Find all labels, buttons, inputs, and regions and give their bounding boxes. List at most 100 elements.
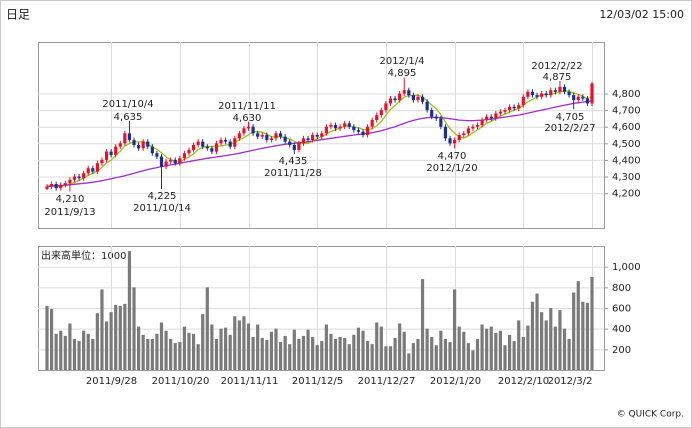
bar (283, 335, 287, 370)
candle-body (242, 128, 246, 134)
bar (540, 312, 544, 370)
candle-body (237, 133, 241, 139)
bar (45, 305, 49, 370)
bar (315, 345, 319, 370)
bar (146, 339, 150, 370)
bar (95, 313, 99, 370)
moving-average (46, 100, 593, 188)
candle-body (567, 91, 571, 96)
bar (219, 328, 223, 370)
candle-body (356, 130, 361, 132)
bar (150, 339, 154, 370)
candle-body (471, 126, 475, 129)
candle-body (585, 98, 590, 104)
bar (311, 336, 315, 370)
candle-body (480, 120, 484, 126)
bar (155, 333, 159, 370)
candle-body (246, 126, 251, 129)
bar (343, 337, 347, 370)
candle-body (311, 135, 315, 140)
candle-body (68, 179, 72, 184)
annotation-date: 2012/2/22 (531, 61, 582, 72)
bar (384, 346, 388, 370)
candle-body (49, 183, 54, 187)
candle-body (462, 133, 466, 135)
y-tick-label: 4,200 (612, 189, 641, 200)
bar (503, 345, 507, 370)
annotation-price: 4,705 (556, 112, 585, 123)
bar (420, 279, 425, 370)
y-tick-label: 4,500 (612, 139, 641, 150)
candle-body (338, 126, 342, 129)
candle-body (219, 139, 223, 144)
x-tick-label: 2012/1/20 (430, 376, 481, 387)
candle-body (498, 111, 503, 114)
bar (54, 333, 58, 370)
candle-body (146, 141, 150, 147)
candle-body (265, 135, 269, 140)
candle-body (233, 138, 237, 147)
candle-body (269, 138, 274, 140)
bar (489, 326, 493, 370)
bar (196, 344, 200, 370)
bar (187, 332, 191, 370)
candle-body (540, 93, 544, 97)
candle-body (315, 135, 319, 137)
candle-body (430, 110, 434, 117)
bar (352, 334, 356, 370)
y-tick-label: 600 (612, 304, 631, 315)
candle-body (63, 183, 67, 185)
candle-body (572, 95, 576, 101)
candle-body (301, 138, 306, 144)
bar (494, 332, 498, 370)
bar (411, 343, 415, 370)
candle-body (132, 139, 136, 145)
bar (549, 308, 553, 370)
annotation-price: 4,435 (279, 156, 308, 167)
x-tick-label: 2011/12/27 (358, 376, 416, 387)
candle-body (114, 146, 118, 155)
candle-body (182, 153, 186, 159)
bar (338, 336, 342, 370)
bar (72, 339, 77, 370)
candle-body (278, 133, 283, 137)
bar (475, 339, 480, 370)
annotation-price: 4,630 (233, 113, 262, 124)
bar (118, 305, 122, 370)
bar (425, 328, 429, 370)
bar (320, 341, 324, 370)
annotation-date: 2011/9/13 (44, 207, 95, 218)
bar (398, 323, 402, 370)
annotation-price: 4,470 (438, 151, 467, 162)
candle-body (127, 133, 132, 140)
bar (393, 337, 397, 370)
bar (205, 287, 209, 370)
candle-body (260, 135, 264, 137)
bar (324, 324, 328, 370)
candle-body (370, 120, 374, 127)
bar (104, 321, 109, 370)
bar (480, 324, 484, 370)
candle-body (453, 139, 457, 144)
candle-body (361, 131, 365, 135)
x-tick-label: 2012/2/10 (498, 376, 549, 387)
annotation-date: 2011/11/11 (218, 101, 276, 112)
bar (485, 328, 489, 370)
candle-body (549, 90, 553, 96)
candle-body (82, 173, 86, 179)
candle-body (191, 144, 196, 150)
candle-body (292, 144, 296, 150)
bar (237, 320, 241, 370)
bar (91, 339, 95, 370)
bar (590, 277, 594, 370)
candle-body (365, 126, 370, 135)
volume-title: 出来高単位：1000 (41, 249, 126, 262)
bar (301, 335, 306, 370)
bar (402, 331, 406, 370)
candle-body (558, 86, 562, 92)
bar (82, 330, 86, 370)
candle-body (214, 143, 219, 152)
candle-body (581, 96, 585, 99)
candle-body (347, 123, 351, 127)
candle-body (416, 96, 420, 101)
